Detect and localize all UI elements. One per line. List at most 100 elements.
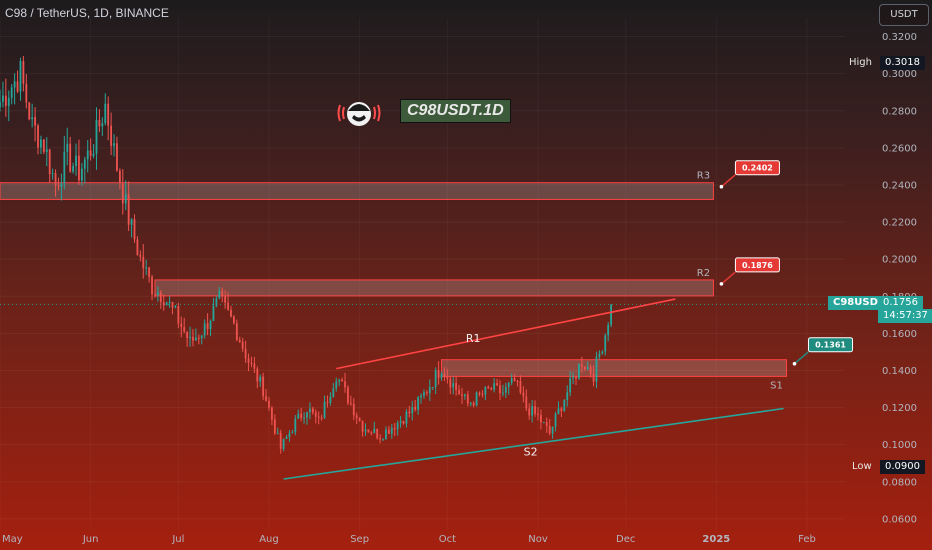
candle-body xyxy=(279,432,282,449)
candle-body xyxy=(598,353,601,357)
candle-body xyxy=(481,394,484,396)
candle-body xyxy=(16,81,19,92)
candle-body xyxy=(396,422,399,430)
candle-body xyxy=(60,183,63,187)
candle-body xyxy=(569,378,572,393)
candle-body xyxy=(271,407,273,420)
candle-body xyxy=(197,337,200,339)
candle-body xyxy=(540,414,542,423)
candle-body xyxy=(466,394,469,404)
candle-body xyxy=(10,87,13,98)
candles xyxy=(0,56,612,454)
candle-body xyxy=(19,61,22,92)
candle-body xyxy=(186,331,189,339)
callout-box xyxy=(734,160,780,176)
candle-body xyxy=(586,367,589,370)
candle-body xyxy=(551,426,554,434)
candle-body xyxy=(557,408,560,414)
candle-body xyxy=(80,168,83,181)
candle-body xyxy=(4,95,7,106)
candle-body xyxy=(25,83,28,103)
candle-body xyxy=(154,294,156,296)
candle-body xyxy=(192,336,194,341)
zones: R3 0.2402 R2 0.1876 S1 0.1361 xyxy=(0,160,854,391)
candle-body xyxy=(174,306,177,308)
candle-body xyxy=(440,373,443,378)
candle-body xyxy=(69,143,72,172)
callout-anchor xyxy=(719,184,724,189)
candle-body xyxy=(455,383,458,390)
candle-body xyxy=(171,302,174,308)
candle-body xyxy=(13,81,16,88)
candle-body xyxy=(75,155,77,167)
candle-body xyxy=(572,376,574,379)
candle-body xyxy=(592,373,595,382)
candle-body xyxy=(601,351,604,354)
trendline-s2 xyxy=(283,407,784,480)
candle-body xyxy=(604,335,607,352)
candle-body xyxy=(361,420,364,432)
candle-body xyxy=(194,337,197,341)
candle-body xyxy=(262,376,265,397)
candle-body xyxy=(548,425,551,434)
candle-body xyxy=(347,387,349,404)
callout-pointer xyxy=(720,271,736,285)
candle-body xyxy=(417,397,420,410)
candle-body xyxy=(180,323,183,328)
candle-body xyxy=(335,381,338,389)
high-label: High xyxy=(849,57,872,68)
candle-body xyxy=(364,429,367,432)
candle-body xyxy=(51,173,54,175)
candle-body xyxy=(34,117,36,126)
trendline-label-r1: R1 xyxy=(466,332,481,345)
candle-body xyxy=(461,394,463,396)
candle-body xyxy=(83,159,86,169)
x-tick-label: Sep xyxy=(350,534,369,545)
x-tick-label: Feb xyxy=(798,534,816,545)
candle-body xyxy=(405,411,408,424)
candle-body xyxy=(575,376,577,379)
candle-body xyxy=(425,392,428,394)
candle-body xyxy=(189,336,191,339)
candle-body xyxy=(534,406,536,414)
candle-body xyxy=(116,143,118,171)
y-tick-label: 0.2200 xyxy=(882,218,917,229)
low-value: 0.0900 xyxy=(880,460,925,474)
trendline-r1 xyxy=(336,298,676,370)
candle-body xyxy=(428,387,431,394)
candle-body xyxy=(57,185,60,187)
candle-body xyxy=(165,302,168,306)
candle-body xyxy=(177,306,180,324)
candle-body xyxy=(156,292,159,295)
callout-box xyxy=(808,337,854,353)
candle-body xyxy=(142,256,145,269)
candle-body xyxy=(326,401,329,403)
candle-body xyxy=(338,379,341,382)
y-tick-label: 0.2400 xyxy=(882,180,917,191)
candle-body xyxy=(151,276,153,295)
candle-body xyxy=(420,395,422,398)
callout-value-r3: 0.2402 xyxy=(742,164,773,173)
candle-body xyxy=(118,170,121,184)
candle-body xyxy=(66,143,69,152)
candle-body xyxy=(209,320,212,330)
candle-body xyxy=(414,406,417,410)
callout-anchor xyxy=(792,361,797,366)
candle-body xyxy=(580,364,583,367)
candle-body xyxy=(355,415,358,418)
unit-button[interactable]: USDT xyxy=(879,4,929,26)
candle-body xyxy=(358,417,361,421)
candle-body xyxy=(101,123,104,127)
current-symbol-tag: C98USDT xyxy=(828,296,890,310)
candle-body xyxy=(487,386,490,389)
candle-body xyxy=(589,367,592,374)
candle-body xyxy=(303,417,305,419)
candle-body xyxy=(54,173,57,186)
candle-body xyxy=(446,376,449,379)
grid xyxy=(0,18,845,530)
candle-body xyxy=(282,439,285,449)
candle-body xyxy=(130,219,133,225)
trendlines: R1 S2 xyxy=(283,298,784,480)
